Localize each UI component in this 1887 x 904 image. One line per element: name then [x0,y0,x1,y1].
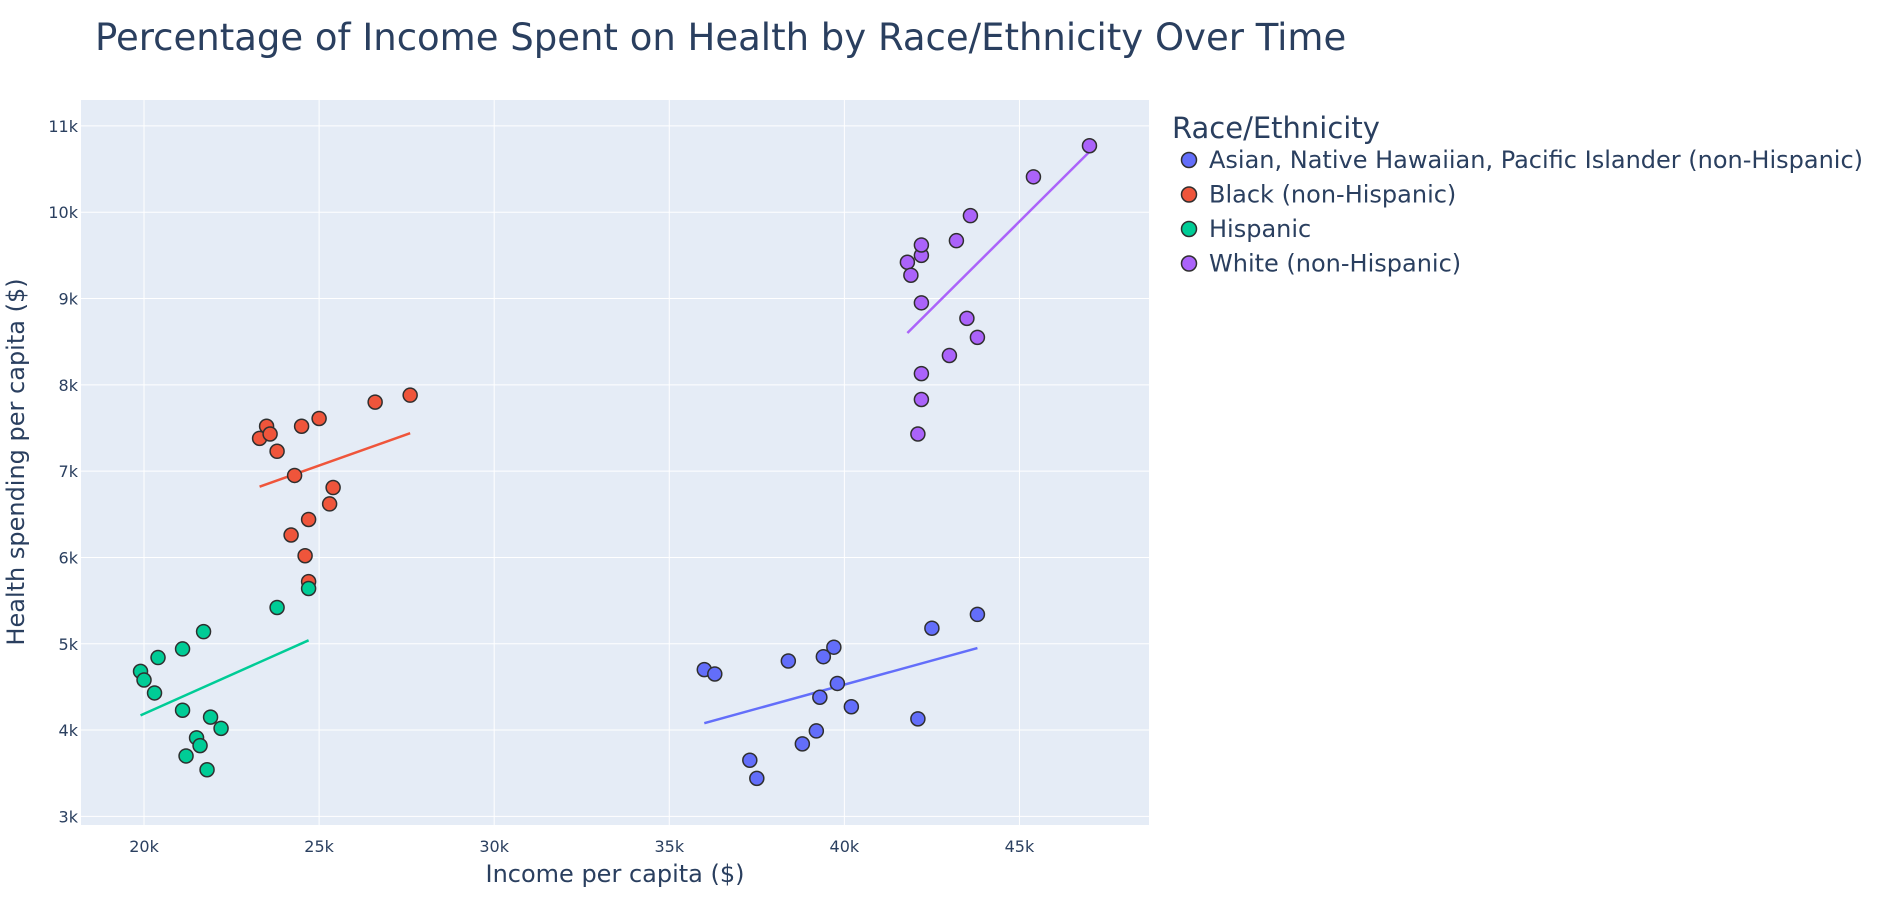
data-point [843,699,860,715]
data-point [269,599,285,616]
data-point [286,467,303,484]
data-point [1081,137,1098,154]
legend-label: White (non-Hispanic) [1209,250,1461,278]
data-point [812,689,828,706]
data-point [192,737,208,754]
legend-marker [1180,151,1198,169]
data-point [311,410,327,427]
data-point [325,479,341,496]
data-point [913,295,930,311]
data-point [903,267,919,283]
data-point [293,418,310,434]
data-points [132,137,1098,787]
x-tick-label: 30k [479,837,509,856]
x-tick-label: 40k [830,837,860,856]
y-tick-label: 4k [59,721,79,740]
data-point [174,702,191,718]
legend-marker [1180,255,1198,272]
data-point [749,770,765,787]
y-tick-label: 11k [48,117,78,136]
trend-line [259,431,411,488]
data-point [213,720,229,737]
legend-label: Hispanic [1209,215,1311,243]
data-point [199,762,215,778]
data-point [178,748,194,764]
data-point [948,232,965,249]
y-tick-label: 5k [59,635,79,654]
data-point [146,685,163,701]
data-point [808,723,825,739]
data-point [297,547,313,564]
data-point [742,752,758,769]
data-point [826,639,842,655]
legend-title: Race/Ethnicity [1172,111,1380,145]
data-point [794,736,811,752]
data-point [913,391,930,408]
data-point [195,623,212,640]
legend-items: Asian, Native Hawaiian, Pacific Islander… [1180,146,1863,278]
trend-line [140,639,310,717]
legend-marker [1180,220,1198,238]
chart-title: Percentage of Income Spent on Health by … [95,16,1346,59]
data-point [402,387,418,403]
x-tick-label: 35k [654,837,684,856]
plot-area [81,100,1149,825]
trend-line [906,150,1091,334]
data-point [707,666,723,682]
data-point [300,580,317,597]
x-tick-label: 25k [304,837,334,856]
data-point [910,426,926,442]
x-axis-title: Income per capita ($) [486,860,745,888]
data-point [959,310,975,327]
x-axis-ticks: 20k 25k 30k 35k 40k 45k [129,837,1035,856]
data-point [962,207,979,224]
data-point [924,620,940,636]
y-tick-label: 8k [59,376,79,395]
data-point [829,675,846,692]
data-point [262,426,278,442]
y-tick-label: 10k [48,203,78,222]
data-point [780,653,797,669]
legend: Race/Ethnicity Asian, Native Hawaiian, P… [1172,111,1863,278]
data-point [969,329,986,346]
data-point [283,527,299,543]
legend-marker [1180,186,1198,203]
data-point [174,641,191,657]
data-point [913,365,930,382]
data-point [300,511,317,528]
data-point [150,649,166,666]
legend-label: Asian, Native Hawaiian, Pacific Islander… [1209,146,1863,174]
x-tick-label: 20k [129,837,159,856]
data-point [815,648,832,665]
y-axis-title: Health spending per capita ($) [2,278,30,645]
y-axis-ticks: 3k 4k 5k 6k 7k 8k 9k 10k 11k [48,117,78,826]
data-point [1025,169,1042,185]
y-tick-label: 6k [59,548,79,567]
x-tick-label: 45k [1005,837,1035,856]
data-point [941,347,958,364]
data-point [202,709,219,725]
y-tick-label: 7k [59,462,79,481]
data-point [910,711,926,727]
data-point [367,394,383,410]
y-tick-label: 3k [59,807,79,826]
data-point [321,496,338,512]
y-tick-label: 9k [59,290,79,309]
data-point [136,672,152,688]
data-point [969,606,986,623]
legend-label: Black (non-Hispanic) [1209,181,1456,209]
data-point [269,443,285,460]
data-point [899,254,916,271]
data-point [913,237,930,253]
